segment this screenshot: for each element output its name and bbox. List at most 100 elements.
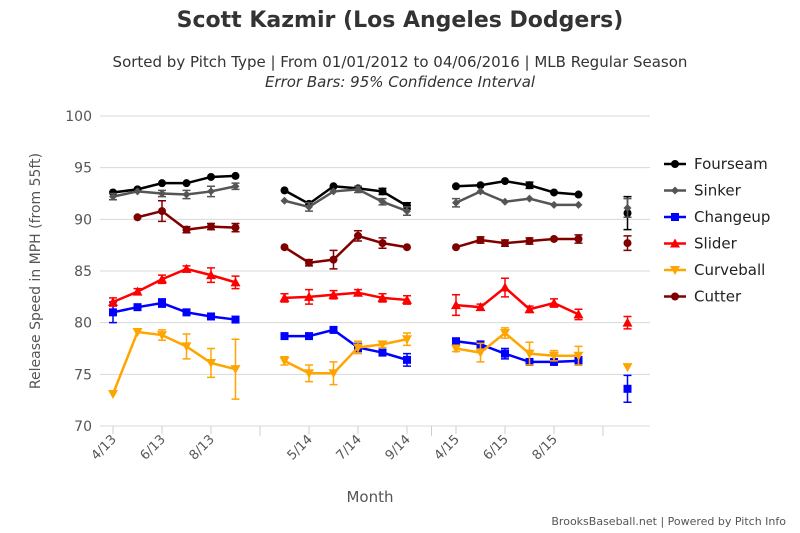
- data-point[interactable]: [574, 200, 583, 209]
- data-point[interactable]: [207, 312, 215, 321]
- data-point[interactable]: [378, 239, 387, 248]
- data-point[interactable]: [574, 234, 583, 243]
- data-point[interactable]: [377, 340, 388, 350]
- legend-item-slider[interactable]: Slider: [664, 235, 738, 253]
- data-point[interactable]: [500, 282, 510, 292]
- data-point[interactable]: [550, 188, 558, 197]
- data-point[interactable]: [207, 187, 215, 196]
- data-point[interactable]: [109, 192, 117, 201]
- data-point[interactable]: [452, 198, 460, 207]
- legend-item-changeup[interactable]: Changeup: [664, 208, 770, 226]
- data-point[interactable]: [133, 187, 142, 196]
- data-point[interactable]: [476, 181, 485, 190]
- credit-text[interactable]: BrooksBaseball.net | Powered by Pitch In…: [551, 515, 786, 528]
- data-point[interactable]: [304, 369, 314, 379]
- data-point[interactable]: [573, 351, 584, 361]
- legend-marker[interactable]: [671, 292, 679, 301]
- data-point[interactable]: [133, 303, 142, 312]
- data-point[interactable]: [230, 277, 241, 287]
- data-point[interactable]: [329, 255, 338, 264]
- data-point[interactable]: [403, 243, 411, 252]
- legend-item-curveball[interactable]: Curveball: [664, 261, 765, 279]
- data-point[interactable]: [475, 348, 486, 358]
- data-point[interactable]: [207, 222, 215, 231]
- data-point[interactable]: [182, 225, 191, 234]
- data-point[interactable]: [476, 187, 485, 196]
- data-point[interactable]: [157, 331, 167, 341]
- data-point[interactable]: [501, 349, 509, 358]
- data-point[interactable]: [403, 201, 411, 210]
- data-point[interactable]: [280, 186, 289, 195]
- data-point[interactable]: [353, 343, 363, 353]
- data-point[interactable]: [550, 234, 558, 243]
- data-point[interactable]: [158, 189, 166, 198]
- data-point[interactable]: [452, 337, 460, 346]
- data-point[interactable]: [231, 182, 240, 191]
- data-point[interactable]: [378, 187, 387, 196]
- legend-marker[interactable]: [670, 238, 680, 248]
- data-point[interactable]: [353, 287, 363, 297]
- data-point[interactable]: [623, 203, 632, 212]
- data-point[interactable]: [500, 329, 510, 338]
- data-point[interactable]: [206, 358, 216, 368]
- data-point[interactable]: [132, 286, 143, 296]
- data-point[interactable]: [476, 236, 485, 244]
- data-point[interactable]: [378, 197, 387, 206]
- data-point[interactable]: [378, 348, 387, 357]
- data-point[interactable]: [524, 349, 535, 359]
- data-point[interactable]: [181, 342, 192, 352]
- data-point[interactable]: [108, 297, 118, 306]
- data-point[interactable]: [206, 270, 216, 280]
- legend-item-fourseam[interactable]: Fourseam: [664, 155, 768, 173]
- data-point[interactable]: [622, 317, 633, 327]
- legend-marker[interactable]: [671, 186, 679, 195]
- data-point[interactable]: [501, 197, 509, 206]
- data-point[interactable]: [157, 274, 167, 284]
- data-point[interactable]: [452, 243, 460, 252]
- data-point[interactable]: [402, 294, 412, 304]
- data-point[interactable]: [377, 292, 388, 302]
- legend-item-sinker[interactable]: Sinker: [664, 182, 742, 200]
- data-point[interactable]: [182, 179, 191, 188]
- data-point[interactable]: [279, 356, 290, 366]
- data-point[interactable]: [305, 332, 313, 341]
- data-point[interactable]: [328, 289, 339, 299]
- data-point[interactable]: [403, 207, 411, 216]
- data-point[interactable]: [525, 181, 534, 190]
- data-point[interactable]: [109, 308, 117, 317]
- data-point[interactable]: [305, 202, 313, 211]
- data-point[interactable]: [475, 302, 486, 312]
- data-point[interactable]: [181, 263, 192, 273]
- data-point[interactable]: [158, 207, 166, 216]
- data-point[interactable]: [524, 304, 535, 314]
- data-point[interactable]: [574, 190, 583, 199]
- data-point[interactable]: [623, 239, 632, 248]
- data-point[interactable]: [525, 194, 534, 203]
- data-point[interactable]: [329, 325, 338, 334]
- data-point[interactable]: [623, 384, 632, 393]
- data-point[interactable]: [329, 187, 338, 196]
- data-point[interactable]: [304, 291, 314, 301]
- data-point[interactable]: [108, 389, 118, 399]
- data-point[interactable]: [452, 182, 460, 191]
- legend-item-cutter[interactable]: Cutter: [664, 288, 742, 306]
- data-point[interactable]: [354, 231, 362, 240]
- data-point[interactable]: [550, 200, 558, 209]
- data-point[interactable]: [329, 182, 338, 191]
- data-point[interactable]: [549, 351, 559, 361]
- data-point[interactable]: [279, 292, 290, 302]
- data-point[interactable]: [328, 369, 339, 379]
- data-point[interactable]: [231, 315, 240, 324]
- data-point[interactable]: [305, 258, 313, 267]
- data-point[interactable]: [280, 243, 289, 252]
- data-point[interactable]: [402, 335, 412, 345]
- data-point[interactable]: [133, 213, 142, 222]
- data-point[interactable]: [525, 237, 534, 246]
- data-point[interactable]: [132, 327, 143, 337]
- data-point[interactable]: [158, 179, 166, 188]
- legend-marker[interactable]: [671, 213, 679, 221]
- data-point[interactable]: [207, 172, 215, 181]
- legend-marker[interactable]: [671, 160, 679, 168]
- data-point[interactable]: [549, 298, 559, 308]
- data-point[interactable]: [231, 171, 240, 180]
